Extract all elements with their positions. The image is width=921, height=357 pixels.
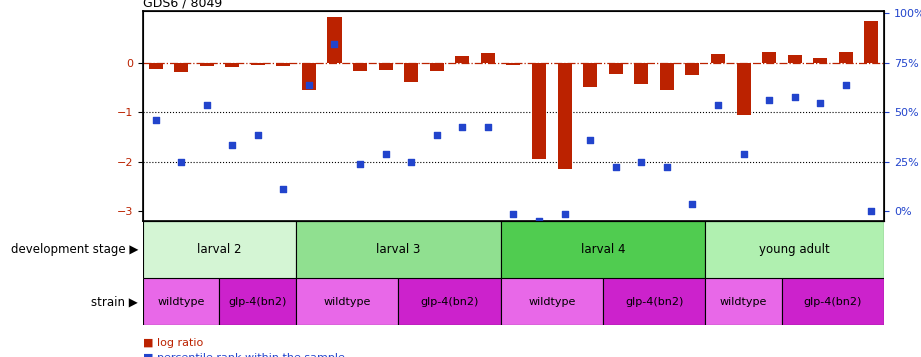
Bar (813, 58, 827, 63)
Bar (226, 63, 239, 67)
Point (659, 164, 674, 170)
Bar (353, 63, 367, 71)
Bar (399, 278, 501, 325)
Bar (583, 63, 597, 86)
Point (353, 161, 367, 167)
Point (531, 218, 546, 224)
Bar (609, 63, 623, 74)
Bar (143, 221, 297, 278)
Point (813, 101, 828, 106)
Text: glp-4(bn2): glp-4(bn2) (420, 297, 479, 307)
Point (327, 41, 342, 47)
Point (199, 102, 214, 108)
Bar (297, 221, 501, 278)
Bar (839, 52, 853, 63)
Text: larval 3: larval 3 (376, 243, 421, 256)
Point (481, 124, 495, 130)
Bar (532, 63, 546, 159)
Bar (705, 278, 782, 325)
Point (634, 159, 648, 165)
Text: young adult: young adult (759, 243, 830, 256)
Bar (501, 221, 705, 278)
Text: ■ percentile rank within the sample: ■ percentile rank within the sample (143, 353, 344, 357)
Text: GDS6 / 8049: GDS6 / 8049 (143, 0, 222, 10)
Text: larval 4: larval 4 (580, 243, 625, 256)
Text: development stage ▶: development stage ▶ (11, 243, 138, 256)
Text: strain ▶: strain ▶ (91, 295, 138, 308)
Text: larval 2: larval 2 (197, 243, 241, 256)
Point (429, 132, 444, 137)
Bar (685, 63, 699, 75)
Bar (276, 63, 290, 66)
Point (583, 137, 598, 142)
Point (787, 95, 802, 100)
Bar (174, 63, 188, 72)
Bar (711, 54, 725, 63)
Bar (557, 63, 572, 169)
Bar (762, 52, 776, 63)
Point (301, 82, 316, 88)
Bar (737, 63, 751, 115)
Bar (251, 63, 265, 65)
Bar (379, 63, 392, 70)
Text: wildtype: wildtype (157, 297, 204, 307)
Text: glp-4(bn2): glp-4(bn2) (624, 297, 683, 307)
Bar (143, 278, 219, 325)
Point (379, 152, 393, 157)
Bar (455, 56, 470, 63)
Point (507, 211, 521, 217)
Point (685, 201, 700, 207)
Point (557, 211, 572, 217)
Bar (864, 21, 879, 63)
Text: wildtype: wildtype (720, 297, 767, 307)
Bar (659, 63, 674, 90)
Point (251, 132, 265, 137)
Text: ■ log ratio: ■ log ratio (143, 338, 203, 348)
Bar (219, 278, 297, 325)
Bar (507, 63, 520, 65)
Text: glp-4(bn2): glp-4(bn2) (804, 297, 862, 307)
Bar (603, 278, 705, 325)
Bar (787, 55, 801, 63)
Point (174, 159, 189, 165)
Point (455, 124, 470, 130)
Point (609, 164, 624, 170)
Point (864, 208, 879, 214)
Bar (705, 221, 884, 278)
Bar (481, 53, 495, 63)
Text: wildtype: wildtype (323, 297, 371, 307)
Point (711, 102, 726, 108)
Bar (200, 63, 214, 66)
Point (403, 159, 418, 165)
Bar (635, 63, 648, 84)
Bar (501, 278, 603, 325)
Bar (782, 278, 884, 325)
Bar (404, 63, 418, 82)
Point (276, 186, 291, 192)
Text: glp-4(bn2): glp-4(bn2) (228, 297, 287, 307)
Bar (297, 278, 399, 325)
Bar (148, 63, 163, 69)
Point (148, 117, 163, 122)
Point (762, 97, 776, 103)
Bar (430, 63, 444, 71)
Bar (328, 17, 342, 63)
Text: wildtype: wildtype (528, 297, 576, 307)
Point (225, 142, 239, 147)
Point (838, 82, 853, 88)
Point (736, 152, 751, 157)
Bar (302, 63, 316, 90)
